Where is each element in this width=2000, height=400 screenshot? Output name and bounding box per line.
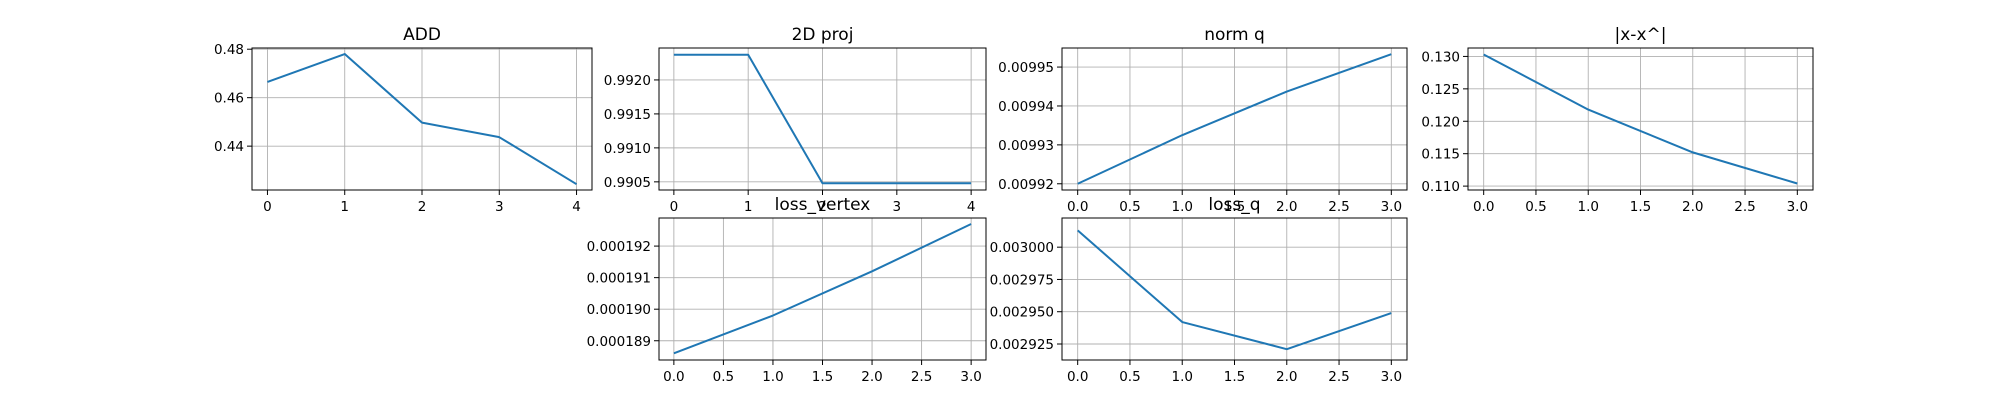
x-tick-label: 3.0 xyxy=(1381,199,1402,215)
y-tick-label: 0.00992 xyxy=(998,177,1054,193)
subplot-loss-vertex: 0.0 0.5 1.0 1.5 2.0 2.5 3.0 0.000189 0.000190 0.0… xyxy=(587,195,987,385)
subplot-title: loss_q xyxy=(1208,195,1260,215)
subplot-title: norm q xyxy=(1204,25,1265,45)
y-tick-label: 0.115 xyxy=(1421,147,1460,163)
x-tick-label: 3.0 xyxy=(960,369,981,385)
x-tick-label: 2.5 xyxy=(1328,369,1349,385)
x-tick-label: 3 xyxy=(495,199,504,215)
subplot-2d-proj: 0 1 2 3 4 0.9905 0.9910 0.9915 0.9920 2D proj xyxy=(604,25,987,215)
subplot-title: loss_vertex xyxy=(775,195,871,215)
y-tick-label: 0.110 xyxy=(1421,179,1460,195)
y-tick-label: 0.000190 xyxy=(587,302,651,318)
y-tick-label: 0.48 xyxy=(214,42,244,58)
x-tick-label: 0 xyxy=(670,199,679,215)
x-tick-label: 1.5 xyxy=(812,369,833,385)
subplot-loss-q: 0.0 0.5 1.0 1.5 2.0 2.5 3.0 0.002925 0.002950 0.0… xyxy=(990,195,1408,385)
x-tick-label: 0.5 xyxy=(1525,199,1546,215)
x-tick-label: 2.5 xyxy=(911,369,932,385)
x-tick-label: 1.5 xyxy=(1224,199,1245,215)
x-tick-label: 0.5 xyxy=(713,369,734,385)
subplot-title: 2D proj xyxy=(792,25,854,45)
x-tick-label: 0.5 xyxy=(1119,199,1140,215)
x-tick-label: 2.5 xyxy=(1734,199,1755,215)
series-line xyxy=(1483,53,1798,185)
series-line xyxy=(1077,229,1392,351)
x-tick-label: 0.0 xyxy=(663,369,684,385)
plot-frame xyxy=(251,47,593,191)
x-tick-label: 1.0 xyxy=(1577,199,1598,215)
x-tick-label: 1 xyxy=(340,199,349,215)
y-tick-label: 0.002950 xyxy=(990,305,1054,321)
x-tick-label: 0.0 xyxy=(1067,199,1088,215)
y-tick-label: 0.120 xyxy=(1421,114,1460,130)
series-line xyxy=(1077,53,1392,185)
x-tick-label: 2 xyxy=(818,199,827,215)
x-tick-label: 3.0 xyxy=(1381,369,1402,385)
y-tick-label: 0.00994 xyxy=(998,99,1054,115)
x-tick-label: 1.0 xyxy=(1171,199,1192,215)
y-tick-label: 0.125 xyxy=(1421,82,1460,98)
x-tick-label: 2.0 xyxy=(1276,199,1297,215)
x-tick-label: 1.5 xyxy=(1224,369,1245,385)
plot-frame xyxy=(1467,47,1814,191)
x-tick-label: 4 xyxy=(572,199,581,215)
x-tick-label: 0.5 xyxy=(1119,369,1140,385)
y-tick-label: 0.003000 xyxy=(990,240,1054,256)
y-tick-label: 0.9920 xyxy=(604,73,651,89)
x-tick-label: 2 xyxy=(418,199,427,215)
x-tick-label: 1.0 xyxy=(1171,369,1192,385)
plot-frame xyxy=(658,47,987,191)
series-line xyxy=(673,53,972,185)
x-tick-label: 0.0 xyxy=(1473,199,1494,215)
subplot-norm-q: 0.0 0.5 1.0 1.5 2.0 2.5 3.0 0.00992 0.00993 0.009… xyxy=(998,25,1408,215)
x-tick-label: 3 xyxy=(893,199,902,215)
plot-frame xyxy=(1061,217,1408,361)
y-tick-label: 0.44 xyxy=(214,139,244,155)
y-tick-label: 0.000191 xyxy=(587,271,651,287)
series-line xyxy=(673,223,972,355)
plot-frame xyxy=(658,217,987,361)
y-tick-label: 0.000189 xyxy=(587,334,651,350)
y-tick-label: 0.00993 xyxy=(998,138,1054,154)
y-tick-label: 0.002975 xyxy=(990,272,1054,288)
series-line xyxy=(267,53,578,186)
x-tick-label: 0 xyxy=(263,199,272,215)
x-tick-label: 2.5 xyxy=(1328,199,1349,215)
subplot-title: |x-x^| xyxy=(1615,25,1667,45)
x-tick-label: 4 xyxy=(967,199,976,215)
y-tick-label: 0.00995 xyxy=(998,60,1054,76)
subplot-title: ADD xyxy=(403,25,441,45)
x-tick-label: 1 xyxy=(744,199,753,215)
x-tick-label: 1.5 xyxy=(1630,199,1651,215)
y-tick-label: 0.9905 xyxy=(604,175,651,191)
x-tick-label: 2.0 xyxy=(861,369,882,385)
x-tick-label: 2.0 xyxy=(1276,369,1297,385)
y-tick-label: 0.000192 xyxy=(587,239,651,255)
y-tick-label: 0.002925 xyxy=(990,337,1054,353)
subplot-add: 0 1 2 3 4 0.44 0.46 0.48 ADD xyxy=(214,25,593,215)
plot-frame xyxy=(1061,47,1408,191)
y-tick-label: 0.9915 xyxy=(604,107,651,123)
y-tick-label: 0.130 xyxy=(1421,49,1460,65)
x-tick-label: 1.0 xyxy=(762,369,783,385)
subplot-x-error: 0.0 0.5 1.0 1.5 2.0 2.5 3.0 0.110 0.115 0.120 0.12… xyxy=(1421,25,1814,215)
x-tick-label: 0.0 xyxy=(1067,369,1088,385)
x-tick-label: 3.0 xyxy=(1787,199,1808,215)
y-tick-label: 0.46 xyxy=(214,91,244,107)
x-tick-label: 2.0 xyxy=(1682,199,1703,215)
y-tick-label: 0.9910 xyxy=(604,141,651,157)
